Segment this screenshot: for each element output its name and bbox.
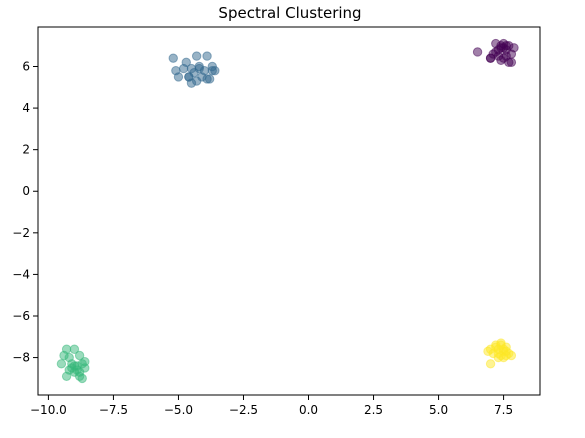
cluster-3 <box>483 338 517 369</box>
scatter-point <box>202 51 212 61</box>
y-tick-label: −2 <box>12 226 30 240</box>
y-tick-label: −6 <box>12 309 30 323</box>
y-axis-ticks: −8 −6 −4 −2 0 2 4 6 <box>12 60 38 365</box>
y-tick-label: −4 <box>12 267 30 281</box>
scatter-point <box>472 47 483 57</box>
x-tick-label: 5.0 <box>429 403 448 417</box>
scatter-point <box>74 350 85 361</box>
cluster-0 <box>472 38 519 68</box>
scatter-point <box>59 350 69 361</box>
x-tick-label: −2.5 <box>229 403 258 417</box>
scatter-point <box>69 344 80 354</box>
scatter-point <box>501 41 511 51</box>
scatter-point <box>74 367 85 377</box>
scatter-point <box>485 53 496 63</box>
scatter-point <box>506 57 517 68</box>
x-tick-label: 7.5 <box>494 403 513 417</box>
scatter-point <box>173 72 184 82</box>
x-tick-label: 2.5 <box>364 403 383 417</box>
scatter-point <box>485 359 496 369</box>
x-tick-label: −7.5 <box>99 403 128 417</box>
cluster-1 <box>168 51 220 88</box>
scatter-point <box>178 63 189 74</box>
cluster-2 <box>56 344 90 384</box>
scatter-point <box>191 51 202 61</box>
scatter-point <box>194 63 204 74</box>
y-tick-label: 0 <box>22 184 30 198</box>
y-tick-label: −8 <box>12 351 30 365</box>
x-tick-label: −5.0 <box>164 403 193 417</box>
scatter-point <box>207 65 217 76</box>
x-tick-label: 0.0 <box>299 403 318 417</box>
y-tick-label: 2 <box>22 143 30 157</box>
x-axis-ticks: −10.0 −7.5 −5.0 −2.5 0.0 2.5 5.0 7.5 <box>30 395 513 417</box>
scatter-point <box>184 72 194 82</box>
scatter-point <box>56 359 67 369</box>
scatter-point <box>498 53 509 63</box>
scatter-point <box>202 74 212 84</box>
scatter-point <box>498 352 509 363</box>
chart-title: Spectral Clustering <box>218 4 361 22</box>
x-tick-label: −10.0 <box>30 403 67 417</box>
y-tick-label: 6 <box>22 60 30 74</box>
scatter-point <box>80 357 90 367</box>
plot-frame <box>37 26 541 396</box>
scatter-point <box>67 359 77 369</box>
scatter-point <box>483 346 493 357</box>
scatter-point <box>509 43 519 53</box>
scatter-point <box>168 53 178 63</box>
y-tick-label: 4 <box>22 101 30 115</box>
scatter-point <box>496 340 506 350</box>
scatter-points <box>56 38 519 384</box>
